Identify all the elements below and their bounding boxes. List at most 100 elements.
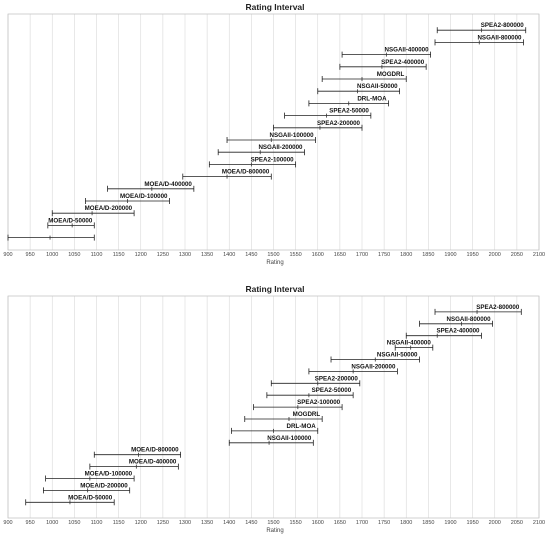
interval-row: SPEA2-800000	[434, 304, 522, 315]
interval-label: SPEA2-400000	[436, 328, 480, 335]
interval-row: SPEA2-400000	[339, 59, 427, 70]
interval-label: MOEA/D-800000	[222, 169, 270, 176]
interval-row: SPEA2-100000	[253, 399, 343, 411]
interval-label: NSGAII-800000	[447, 316, 492, 323]
interval-row: SPEA2-50000	[266, 387, 354, 399]
interval-label: NSGAII-800000	[477, 34, 522, 41]
interval-label: SPEA2-200000	[317, 120, 361, 127]
x-tick-label: 2050	[511, 252, 523, 258]
interval-row: SPEA2-400000	[405, 328, 482, 339]
x-tick-label: 1650	[334, 252, 346, 258]
x-tick-label: 1150	[113, 252, 125, 258]
interval-label: MOEA/D-50000	[48, 217, 93, 224]
plot-frame	[7, 295, 540, 519]
x-tick-label: 1200	[135, 252, 147, 258]
interval-label: DRL-MOA	[287, 423, 317, 430]
interval-row: NSGAII-100000	[228, 435, 314, 446]
x-tick-label: 1100	[91, 252, 103, 258]
x-tick-label: 1600	[312, 252, 324, 258]
x-tick-label: 1300	[179, 520, 191, 526]
interval-label: NSGAII-50000	[357, 83, 398, 90]
x-tick-label: 1050	[68, 252, 80, 258]
interval-label: SPEA2-50000	[312, 387, 352, 394]
plot-frame	[7, 13, 540, 251]
x-tick-label: 1950	[467, 520, 479, 526]
interval-label: MOEA/D-200000	[85, 205, 133, 212]
interval-label: SPEA2-50000	[329, 108, 369, 115]
x-tick-label: 1000	[46, 520, 58, 526]
interval-row: MOEA/D-400000	[107, 181, 195, 192]
interval-row: MOEA/D-800000	[93, 447, 181, 458]
interval-row: SPEA2-100000	[208, 156, 297, 168]
interval-label: NSGAII-200000	[351, 363, 396, 370]
x-tick-label: 1400	[223, 252, 235, 258]
x-tick-label: 1450	[245, 252, 257, 258]
x-tick-label: 1500	[267, 252, 279, 258]
x-tick-label: 1200	[135, 520, 147, 526]
interval-row: SPEA2-200000	[273, 120, 363, 131]
x-tick-label: 1500	[267, 520, 279, 526]
x-tick-label: 2000	[489, 252, 501, 258]
interval-label: NSGAII-100000	[270, 132, 315, 139]
interval-row: NSGAII-50000	[317, 83, 401, 95]
x-axis-label: Rating	[266, 260, 283, 266]
x-tick-label: 2100	[533, 252, 545, 258]
x-tick-label: 1700	[356, 252, 368, 258]
interval-label: MOGDRL	[377, 71, 405, 78]
x-tick-label: 1100	[91, 520, 103, 526]
x-tick-label: 1300	[179, 252, 191, 258]
interval-label: MOEA/D-100000	[120, 193, 168, 200]
interval-label: SPEA2-200000	[315, 375, 359, 382]
interval-row: MOEA/D-800000	[182, 169, 272, 180]
interval-row: NSGAII-400000	[387, 340, 434, 351]
chart-title: Rating Interval	[245, 2, 304, 12]
rating-interval-chart-top: Rating Interval 900 950 1000 1050 1100 1150 12…	[3, 2, 545, 266]
interval-row: MOEA/D-50000	[25, 494, 115, 506]
interval-label: MOEA/D-50000	[68, 494, 113, 501]
interval-row: NSGAII-50000	[330, 352, 420, 363]
interval-row: NSGAII-800000	[434, 34, 524, 46]
interval-label: DRL-MOA	[357, 95, 387, 102]
interval-row: NSGAII-200000	[217, 144, 305, 156]
x-tick-label: 1900	[444, 520, 456, 526]
x-tick-label: 1950	[467, 252, 479, 258]
interval-row: MOGDRL	[244, 411, 323, 422]
x-tick-label: 1050	[68, 520, 80, 526]
x-tick-label: 1750	[378, 520, 390, 526]
x-tick-label: 1800	[400, 252, 412, 258]
interval-row: MOEA/D-50000	[47, 217, 95, 229]
x-tick-label: 1550	[290, 520, 302, 526]
x-tick-label: 2050	[511, 520, 523, 526]
interval-row: NSGAII-800000	[419, 316, 493, 327]
interval-row: NSGAII-200000	[308, 363, 398, 375]
interval-label: SPEA2-100000	[297, 399, 341, 406]
interval-row: MOEA/D-200000	[51, 205, 135, 217]
interval-label: NSGAII-400000	[387, 340, 432, 347]
interval-row: MOGDRL	[321, 71, 407, 82]
interval-label: NSGAII-400000	[385, 47, 430, 54]
x-tick-label: 2100	[533, 520, 545, 526]
x-tick-label: 1350	[201, 520, 213, 526]
interval-label: NSGAII-100000	[267, 435, 312, 442]
interval-label: MOEA/D-200000	[80, 482, 128, 489]
interval-label: NSGAII-200000	[258, 144, 303, 151]
interval-row	[7, 234, 95, 241]
interval-row: SPEA2-200000	[270, 375, 361, 387]
x-tick-label: 900	[3, 520, 12, 526]
interval-label: MOEA/D-800000	[131, 447, 179, 454]
x-tick-label: 1750	[378, 252, 390, 258]
x-tick-label: 1900	[444, 252, 456, 258]
interval-label: SPEA2-100000	[251, 156, 295, 163]
x-tick-label: 1250	[157, 252, 169, 258]
x-tick-label: 1450	[245, 520, 257, 526]
interval-row: MOEA/D-100000	[45, 471, 135, 482]
x-tick-label: 1800	[400, 520, 412, 526]
x-tick-label: 1150	[113, 520, 125, 526]
chart-title: Rating Interval	[245, 284, 304, 294]
interval-label: SPEA2-400000	[381, 59, 425, 66]
interval-row: SPEA2-800000	[436, 22, 527, 34]
interval-label: MOGDRL	[293, 411, 321, 418]
x-tick-label: 950	[26, 252, 35, 258]
x-tick-label: 1850	[422, 252, 434, 258]
x-tick-label: 1550	[290, 252, 302, 258]
